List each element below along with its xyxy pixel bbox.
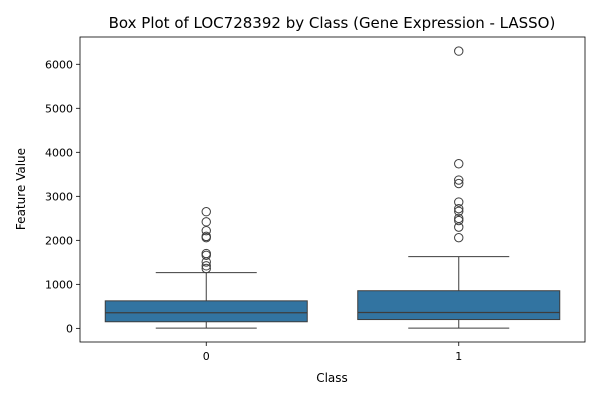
y-tick-label-0: 0 xyxy=(66,322,73,335)
outlier-1-3 xyxy=(454,213,464,224)
y-tick-label-2: 2000 xyxy=(45,234,73,247)
y-tick-label-5: 5000 xyxy=(45,102,73,115)
outlier-1-6 xyxy=(454,197,464,207)
outlier-1-7 xyxy=(454,178,464,189)
x-axis-label: Class xyxy=(316,371,348,385)
outlier-0-0 xyxy=(201,263,211,274)
plot-area xyxy=(104,46,561,329)
y-tick-label-3: 3000 xyxy=(45,190,73,203)
plot-frame xyxy=(79,36,586,343)
outlier-1-5 xyxy=(454,203,464,214)
outlier-1-0 xyxy=(454,232,464,243)
y-axis-label: Feature Value xyxy=(14,148,28,230)
x-tick-label-0: 0 xyxy=(203,350,210,363)
y-tick-label-4: 4000 xyxy=(45,146,73,159)
outlier-0-4 xyxy=(201,248,211,259)
box-0 xyxy=(104,300,308,323)
outlier-0-9 xyxy=(201,207,211,217)
outlier-0-8 xyxy=(201,217,211,227)
y-tick-label-6: 6000 xyxy=(45,58,73,71)
outlier-1-2 xyxy=(454,215,464,226)
outlier-1-8 xyxy=(454,175,464,185)
outlier-1-4 xyxy=(454,206,464,216)
x-tick-label-1: 1 xyxy=(455,350,462,363)
outlier-0-6 xyxy=(201,231,211,242)
y-tick-label-1: 1000 xyxy=(45,278,73,291)
box-1 xyxy=(357,290,561,321)
outlier-0-1 xyxy=(201,261,211,271)
outlier-1-9 xyxy=(454,159,464,169)
chart-title: Box Plot of LOC728392 by Class (Gene Exp… xyxy=(109,14,556,32)
outlier-0-3 xyxy=(201,250,211,260)
outlier-1-10 xyxy=(454,46,464,56)
